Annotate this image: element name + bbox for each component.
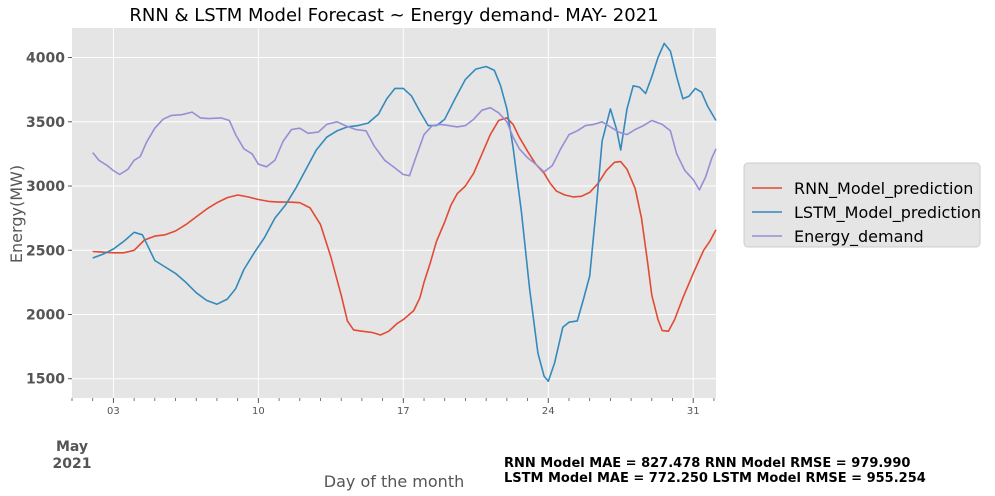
rnn-metrics-annotation: RNN Model MAE = 827.478 RNN Model RMSE =… xyxy=(504,456,910,471)
y-tick-label-4000: 4000 xyxy=(26,51,65,67)
x-month-label: May xyxy=(56,439,88,455)
x-axis-ticks: 03 10 17 24 31 xyxy=(71,398,715,417)
y-tick-label-3500: 3500 xyxy=(26,115,65,131)
x-year-label: 2021 xyxy=(53,456,92,472)
lstm-metrics-annotation: LSTM Model MAE = 772.250 LSTM Model RMSE… xyxy=(504,471,926,486)
legend: RNN_Model_prediction LSTM_Model_predicti… xyxy=(743,162,981,248)
grid-lines xyxy=(72,28,716,398)
chart-title: RNN & LSTM Model Forecast ~ Energy deman… xyxy=(129,5,658,26)
series-line-rnn-model-prediction xyxy=(92,117,717,336)
y-tick-label-1500: 1500 xyxy=(26,372,65,388)
x-tick-label-24: 24 xyxy=(542,406,555,417)
series-line-lstm-model-prediction xyxy=(92,42,717,383)
y-axis-ticks: 1500 2000 2500 3000 3500 4000 xyxy=(26,51,72,388)
y-tick-label-2000: 2000 xyxy=(26,307,65,323)
legend-box xyxy=(743,162,981,248)
y-tick-label-3000: 3000 xyxy=(26,179,65,195)
plot-area xyxy=(72,28,716,398)
x-tick-label-17: 17 xyxy=(397,406,410,417)
x-tick-label-10: 10 xyxy=(252,406,265,417)
legend-label-rnn: RNN_Model_prediction xyxy=(794,179,973,199)
y-tick-label-2500: 2500 xyxy=(26,243,65,259)
x-tick-label-03: 03 xyxy=(107,406,120,417)
x-axis-label: Day of the month xyxy=(324,472,464,491)
series-lines xyxy=(92,42,717,383)
x-tick-label-31: 31 xyxy=(687,406,700,417)
series-line-energy-demand xyxy=(92,106,717,191)
legend-label-lstm: LSTM_Model_prediction xyxy=(794,203,981,223)
y-axis-label: Energy(MW) xyxy=(7,165,26,263)
legend-label-demand: Energy_demand xyxy=(794,227,924,247)
